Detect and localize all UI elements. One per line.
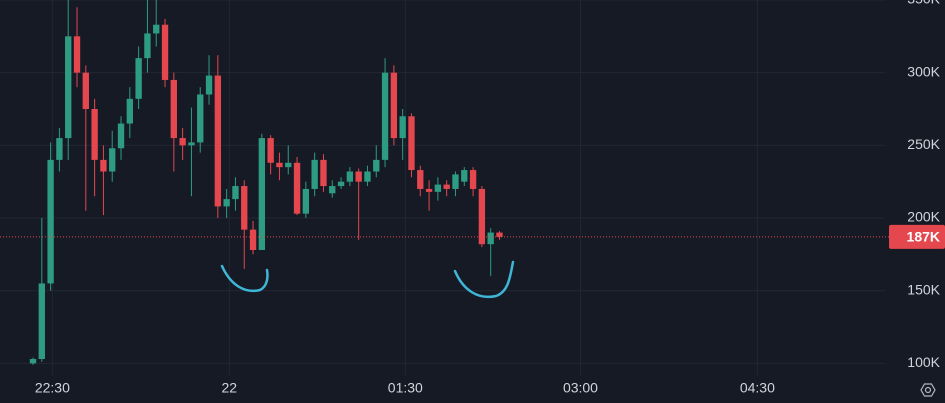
y-tick-label: 100K	[907, 354, 940, 370]
candle-body	[223, 199, 230, 207]
time-axis	[0, 375, 945, 403]
candle-body	[109, 148, 116, 172]
candle-body	[153, 24, 160, 34]
candle-body	[126, 98, 133, 124]
candle-body	[390, 72, 398, 139]
candle-body	[364, 171, 371, 182]
candle-body	[135, 58, 142, 99]
candle-body	[276, 162, 283, 168]
candle-body	[38, 283, 45, 360]
candle-body	[179, 138, 186, 146]
candle-body	[47, 159, 54, 284]
candle-body	[197, 94, 204, 143]
candle-body	[91, 109, 98, 160]
y-tick-label: 350K	[907, 0, 940, 7]
candle-body	[293, 162, 301, 214]
candle-body	[170, 79, 177, 139]
candle-body	[355, 171, 362, 182]
candle-body	[320, 159, 327, 187]
candle-body	[408, 116, 415, 171]
candle-body	[434, 184, 442, 192]
candle-body	[346, 171, 354, 182]
x-tick-label: 22	[221, 380, 237, 396]
candle-body	[425, 188, 433, 192]
candle-body	[144, 33, 151, 59]
candle-body	[214, 75, 222, 207]
candle-body	[373, 159, 380, 172]
y-tick-label: 250K	[907, 136, 940, 152]
candle-body	[461, 170, 468, 182]
x-tick-label: 22:30	[35, 380, 70, 396]
candle-body	[417, 170, 424, 189]
x-tick-label: 01:30	[388, 380, 423, 396]
candle-body	[469, 170, 477, 189]
candle-body	[258, 138, 266, 250]
candle-body	[117, 123, 125, 149]
candle-body	[496, 232, 503, 237]
candle-body	[65, 36, 72, 139]
candle-body	[302, 188, 310, 214]
candle-body	[188, 142, 195, 146]
x-tick-label: 03:00	[563, 380, 598, 396]
candle-body	[478, 188, 486, 245]
candle-body	[285, 162, 292, 168]
axes: 100K 150K 200K 250K 300K 350K 22:30 22 01:30 03:0…	[35, 0, 945, 396]
candle-body	[161, 24, 169, 80]
candle-body	[82, 72, 89, 110]
y-tick-label: 300K	[907, 63, 940, 79]
candle-body	[73, 36, 81, 73]
settings-icon[interactable]	[920, 383, 936, 397]
annotation-curve	[453, 260, 515, 299]
candle-body	[205, 75, 213, 95]
candle-body	[381, 72, 389, 160]
candle-body	[487, 232, 494, 245]
candle-body	[29, 359, 37, 364]
candle-body	[249, 229, 257, 250]
candle-body	[232, 186, 239, 200]
y-tick-label: 150K	[907, 281, 940, 297]
candle-body	[241, 186, 248, 230]
candle-body	[337, 181, 345, 187]
candle-body	[329, 186, 336, 194]
candle-body	[100, 159, 107, 172]
last-price-label: 187K	[907, 229, 940, 245]
grid	[0, 0, 885, 375]
candle-body	[399, 116, 406, 139]
candle-body	[267, 138, 274, 163]
candle-body	[311, 159, 318, 189]
last-price-box	[889, 224, 945, 249]
candle-body	[56, 138, 63, 160]
candles	[0, 0, 889, 365]
candle-body	[443, 184, 450, 189]
annotation-curve	[220, 264, 269, 293]
candle-body	[452, 174, 459, 189]
x-tick-label: 04:30	[740, 380, 775, 396]
y-tick-label: 200K	[907, 209, 940, 225]
